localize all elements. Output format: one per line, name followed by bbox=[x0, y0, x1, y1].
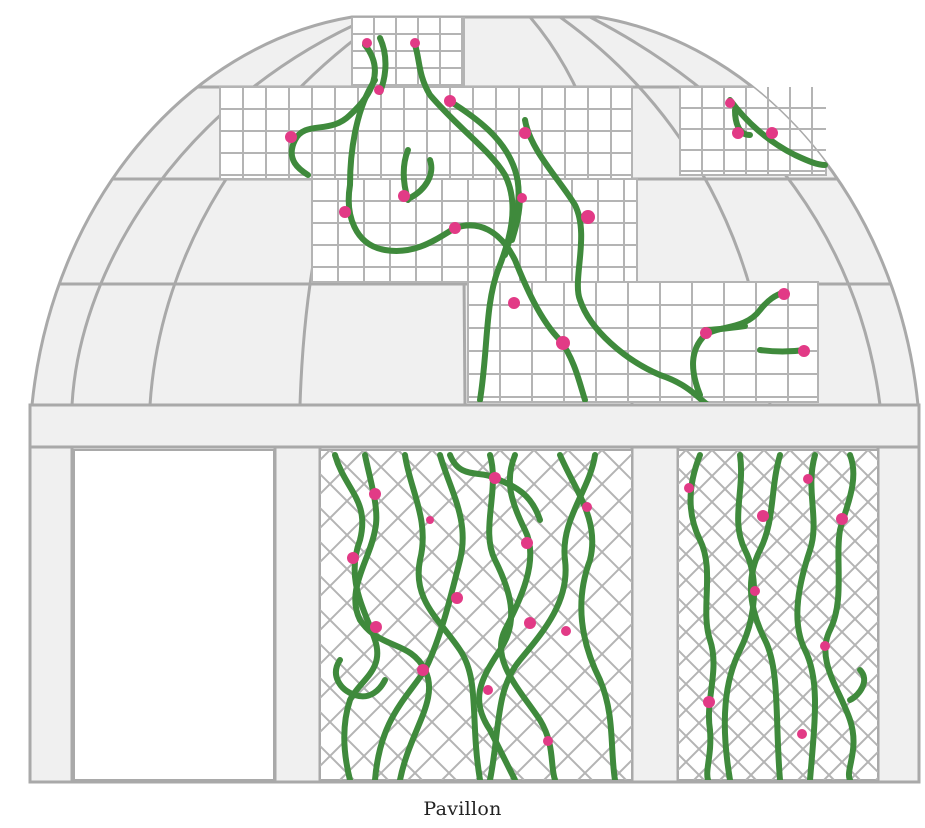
grid-line bbox=[320, 450, 399, 530]
doorway bbox=[73, 449, 275, 781]
grid-line bbox=[771, 672, 878, 780]
trellis-vines-right bbox=[687, 452, 868, 780]
grid-line bbox=[407, 554, 632, 780]
grid-line bbox=[320, 506, 593, 780]
trellis-flowers bbox=[347, 472, 848, 746]
grid-line bbox=[475, 622, 632, 780]
grid-line bbox=[320, 710, 389, 780]
grid-line bbox=[320, 642, 457, 780]
grid-line bbox=[678, 700, 757, 780]
dome-grids bbox=[219, 17, 827, 403]
grid-line bbox=[678, 544, 878, 748]
grid-line bbox=[320, 450, 535, 666]
grid-line bbox=[678, 450, 843, 616]
grid-line bbox=[920, 450, 925, 780]
grid-line bbox=[509, 656, 632, 780]
grid-line bbox=[397, 450, 632, 686]
entablature bbox=[28, 403, 921, 449]
grid-line bbox=[320, 676, 423, 780]
grid-line bbox=[693, 594, 878, 780]
grid-line bbox=[0, 450, 24, 780]
grid-line bbox=[678, 596, 861, 780]
grid-line bbox=[373, 520, 632, 780]
grid-line bbox=[745, 646, 878, 780]
dome-flowers bbox=[285, 38, 810, 357]
grid-line bbox=[499, 450, 632, 584]
grid-line bbox=[711, 450, 878, 618]
grid-line bbox=[678, 450, 791, 564]
grid-line bbox=[815, 450, 878, 514]
grid-line bbox=[431, 450, 632, 652]
grid-line bbox=[678, 570, 878, 774]
grid-line bbox=[320, 540, 559, 780]
grid-line bbox=[543, 690, 632, 780]
grid-line bbox=[339, 486, 632, 780]
grid-line bbox=[320, 450, 501, 632]
grid-line bbox=[678, 450, 817, 590]
grid-line bbox=[329, 450, 632, 754]
grid-line bbox=[678, 450, 739, 512]
figure-caption: Pavillon bbox=[423, 798, 502, 820]
grid-line bbox=[678, 648, 809, 780]
grid-line bbox=[320, 608, 491, 780]
grid-line bbox=[678, 542, 878, 746]
grid-line bbox=[567, 450, 632, 516]
grid-line bbox=[320, 450, 467, 598]
grid-line bbox=[737, 450, 878, 592]
grid-line bbox=[320, 472, 627, 780]
grid-line bbox=[678, 450, 765, 538]
grid-line bbox=[678, 464, 878, 668]
grid-line bbox=[678, 466, 878, 670]
grid-line bbox=[678, 516, 878, 720]
grid-line bbox=[678, 518, 878, 722]
grid-line bbox=[763, 450, 878, 566]
grid-line bbox=[465, 450, 632, 618]
